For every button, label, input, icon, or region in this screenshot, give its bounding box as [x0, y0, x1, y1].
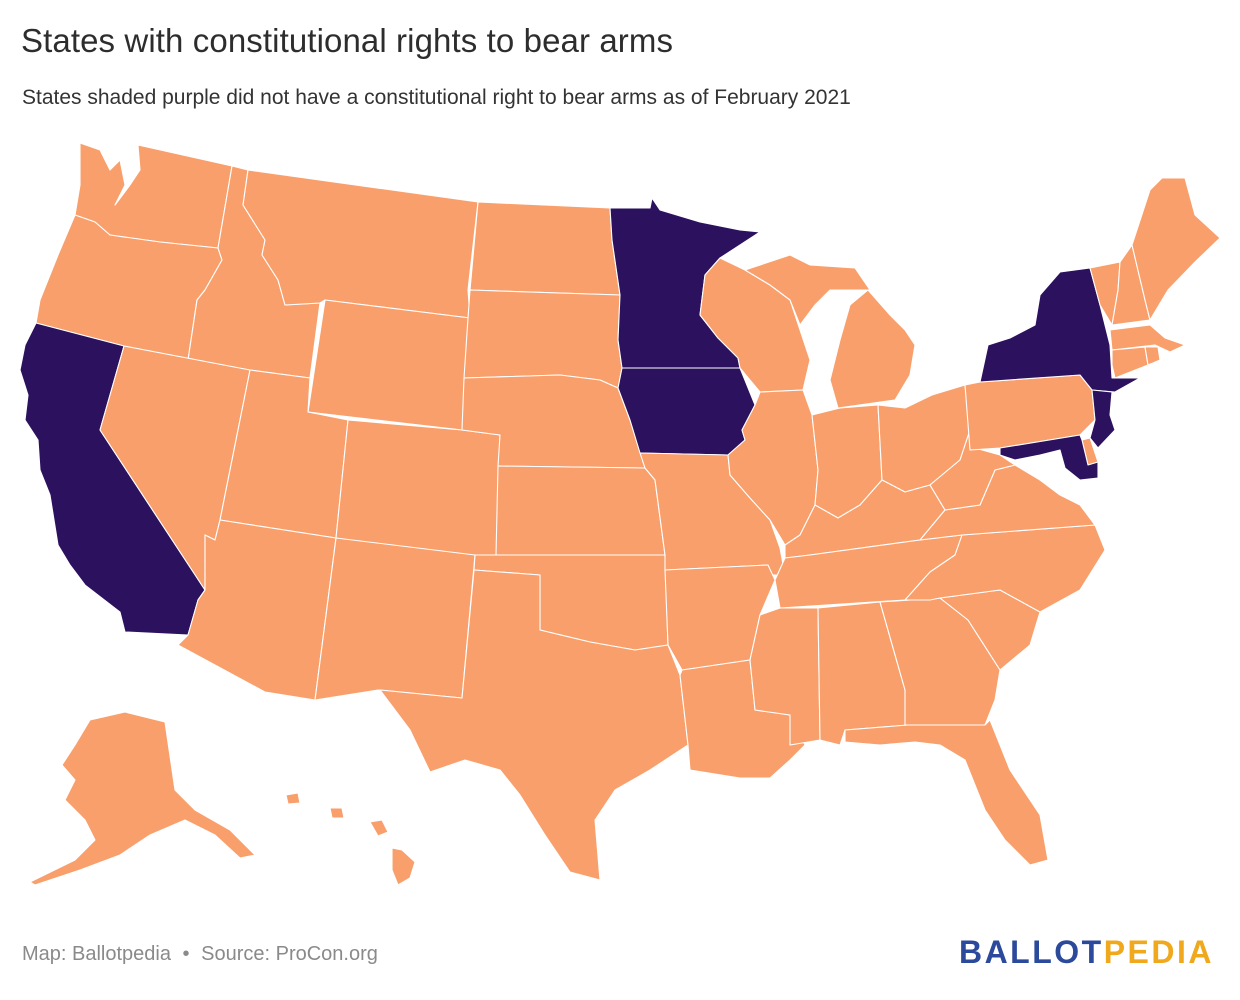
- state-hawaii-big: [391, 847, 416, 886]
- state-wisconsin: [699, 257, 811, 393]
- state-montana: [242, 169, 479, 319]
- ballotpedia-logo: BALLOTPEDIA: [959, 934, 1214, 971]
- state-connecticut: [1111, 346, 1149, 379]
- state-wyoming: [307, 299, 471, 431]
- map-credit: Map: Ballotpedia: [22, 943, 171, 965]
- state-north-carolina: [904, 524, 1106, 613]
- state-hawaii-kauai: [285, 792, 301, 805]
- source-credit: Source: ProCon.org: [201, 943, 378, 965]
- state-hawaii-oahu: [329, 807, 345, 819]
- state-north-dakota: [469, 201, 621, 296]
- state-iowa: [617, 367, 756, 456]
- state-rhode-island: [1144, 346, 1161, 366]
- state-south-dakota: [463, 289, 623, 389]
- map-subtitle: States shaded purple did not have a cons…: [22, 86, 851, 109]
- map-footer: Map: Ballotpedia • Source: ProCon.org: [22, 943, 378, 966]
- state-maine: [1131, 177, 1221, 321]
- state-new-jersey: [1089, 389, 1116, 449]
- state-mississippi: [749, 607, 821, 746]
- state-west-virginia: [929, 429, 1016, 511]
- state-hawaii-maui: [369, 819, 389, 837]
- footer-separator: •: [182, 943, 190, 965]
- logo-part-pedia: PEDIA: [1103, 934, 1214, 970]
- state-texas: [379, 569, 689, 881]
- state-new-mexico: [314, 537, 476, 701]
- logo-part-ballot: BALLOT: [958, 934, 1104, 970]
- state-michigan-up: [744, 254, 871, 326]
- map-title: States with constitutional rights to bea…: [21, 22, 674, 59]
- state-maryland: [999, 434, 1099, 481]
- state-kansas: [495, 465, 666, 556]
- state-florida: [844, 719, 1049, 866]
- state-alaska: [29, 711, 256, 886]
- state-michigan: [829, 289, 916, 409]
